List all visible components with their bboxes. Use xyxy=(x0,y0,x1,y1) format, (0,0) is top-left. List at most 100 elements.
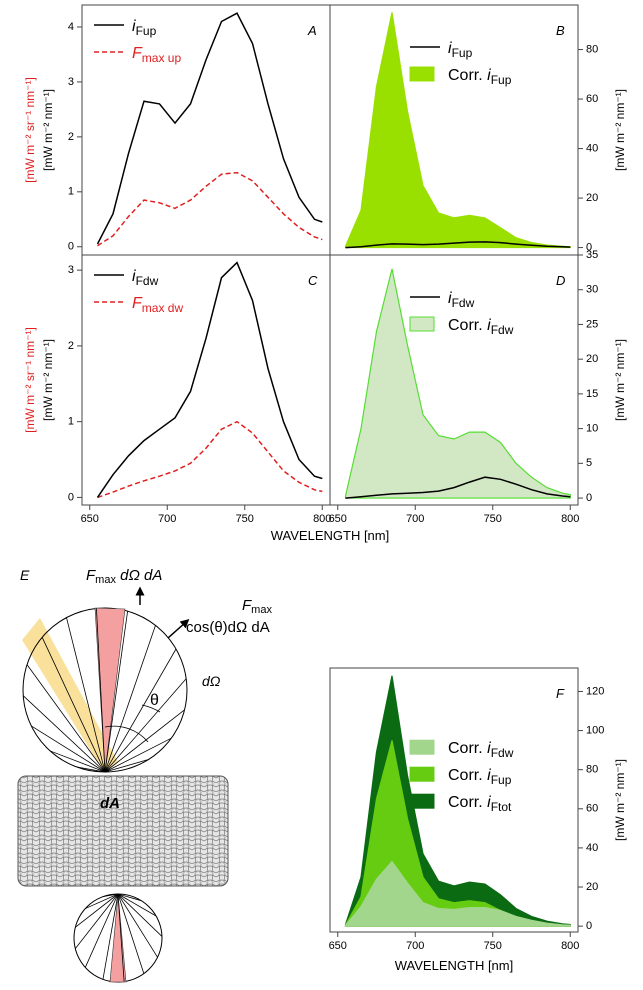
fan-line xyxy=(104,648,177,773)
annotation-part: dΩ dA xyxy=(116,567,162,584)
y-tick-label: 3 xyxy=(68,264,74,276)
x-tick-label: 750 xyxy=(236,513,254,525)
area-label: dA xyxy=(100,795,120,812)
y-tick-label: 15 xyxy=(586,388,598,400)
line xyxy=(96,261,323,498)
legend-text: Fdw xyxy=(491,746,514,760)
line xyxy=(97,420,323,499)
x-tick-label: 650 xyxy=(329,940,347,952)
fan-line xyxy=(117,893,158,958)
light-beam xyxy=(22,618,118,772)
solid-angle: dΩ xyxy=(202,673,221,689)
legend-label: iFup xyxy=(132,18,157,38)
legend-text: i xyxy=(448,290,452,307)
fan-line xyxy=(104,759,149,773)
y-axis-title: [mW m⁻² nm⁻¹] xyxy=(41,89,55,171)
y-tick-label: 2 xyxy=(68,340,74,352)
annotation-part: F xyxy=(86,567,96,584)
y-tick-label: 2 xyxy=(68,131,74,143)
x-tick-label: 750 xyxy=(484,513,502,525)
fan-line xyxy=(117,893,125,982)
panel-label: F xyxy=(556,686,565,701)
y-tick-label: 0 xyxy=(586,492,592,504)
legend-text: i xyxy=(487,67,491,84)
y-tick-label: 25 xyxy=(586,318,598,330)
y-tick-label: 4 xyxy=(68,21,74,33)
y-tick-label: 20 xyxy=(586,192,598,204)
legend-text: i xyxy=(448,40,452,57)
fan-line xyxy=(117,893,163,937)
area xyxy=(344,268,571,499)
fan-line xyxy=(84,893,119,968)
annotation-part: F xyxy=(242,597,252,614)
legend-swatch xyxy=(409,316,435,332)
legend-text: i xyxy=(487,317,491,334)
annotation-part: max xyxy=(95,574,116,586)
x-tick-label: 800 xyxy=(313,513,331,525)
legend-text: Corr. xyxy=(448,740,487,757)
x-tick-label: 650 xyxy=(81,513,99,525)
fan-line xyxy=(117,893,157,917)
fan-line xyxy=(75,893,119,928)
legend-text: Fdw xyxy=(452,296,475,310)
legend-text: Fdw xyxy=(491,323,514,337)
line xyxy=(96,12,323,245)
legend-text: Corr. xyxy=(448,767,487,784)
legend-text: Fup xyxy=(491,73,512,87)
legend-text: Corr. xyxy=(448,317,487,334)
legend-text: F xyxy=(132,295,143,312)
y-tick-label: 5 xyxy=(586,457,592,469)
fan-line xyxy=(85,893,119,909)
annotation: cos(θ)dΩ dA xyxy=(186,619,270,636)
y-tick-label: 20 xyxy=(586,353,598,365)
y-axis-title: [mW m⁻² sr⁻¹ nm⁻¹] xyxy=(23,77,37,183)
y-tick-label: 60 xyxy=(586,93,598,105)
fan-line xyxy=(41,637,106,773)
legend-text: i xyxy=(487,794,491,811)
y-tick-label: 1 xyxy=(68,186,74,198)
y-tick-label: 0 xyxy=(586,241,592,253)
fan-line xyxy=(31,725,106,773)
legend-swatch xyxy=(409,793,435,809)
angle-arc xyxy=(104,725,149,743)
diagram: E Fmax dΩ dA Fmax cos(θ)dΩ dA θ dΩ dA xyxy=(17,567,272,983)
legend-text: Fup xyxy=(491,773,512,787)
fan-line xyxy=(104,678,187,773)
legend-label: Corr. iFdw xyxy=(448,740,514,760)
fan-line xyxy=(74,893,119,949)
fan-line xyxy=(104,709,185,773)
y-tick-label: 0 xyxy=(68,241,74,253)
legend-label: Corr. iFdw xyxy=(448,317,514,337)
y-tick-label: 0 xyxy=(586,920,592,932)
legend-text: Ftot xyxy=(491,800,512,814)
y-axis-title: [mW m⁻² nm⁻¹] xyxy=(41,339,55,421)
area xyxy=(344,860,571,927)
x-tick-label: 750 xyxy=(484,940,502,952)
x-axis-title: WAVELENGTH [nm] xyxy=(271,528,389,543)
legend-swatch xyxy=(409,766,435,782)
legend-text: i xyxy=(487,740,491,757)
fan-line xyxy=(22,695,106,773)
annotation: Fmax xyxy=(242,597,272,616)
y-tick-label: 80 xyxy=(586,764,598,776)
legend-swatch xyxy=(409,66,435,82)
x-axis-title: WAVELENGTH [nm] xyxy=(395,958,513,973)
legend-label: iFup xyxy=(448,40,473,60)
legend-swatch xyxy=(409,739,435,755)
line xyxy=(97,171,323,247)
fan-line xyxy=(117,893,142,902)
x-tick-label: 650 xyxy=(329,513,347,525)
line xyxy=(345,241,571,249)
fan-line xyxy=(104,611,128,773)
legend-text: i xyxy=(132,18,136,35)
legend-text: Corr. xyxy=(448,67,487,84)
y-tick-label: 120 xyxy=(586,685,604,697)
x-tick-label: 700 xyxy=(158,513,176,525)
y-tick-label: 30 xyxy=(586,284,598,296)
fan-lines xyxy=(74,893,163,982)
legend-text: Fdw xyxy=(136,274,159,288)
fan-line xyxy=(26,664,106,773)
annotation: Fmax dΩ dA xyxy=(86,567,162,586)
angle-arc xyxy=(141,704,161,713)
